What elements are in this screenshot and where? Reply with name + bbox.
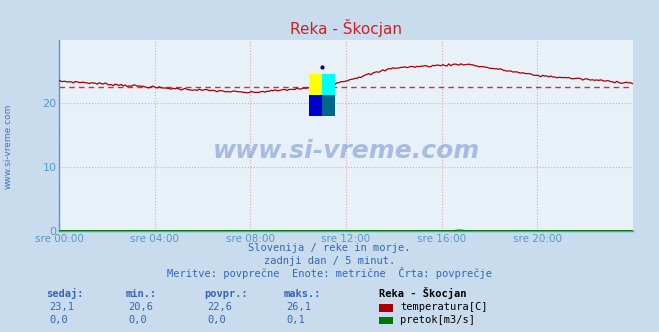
Text: 23,1: 23,1 [49, 302, 74, 312]
Text: 20,6: 20,6 [129, 302, 154, 312]
Text: Meritve: povprečne  Enote: metrične  Črta: povprečje: Meritve: povprečne Enote: metrične Črta:… [167, 267, 492, 279]
Title: Reka - Škocjan: Reka - Škocjan [290, 19, 402, 37]
Bar [322, 95, 335, 116]
Text: temperatura[C]: temperatura[C] [400, 302, 488, 312]
Bar [322, 74, 335, 95]
Text: pretok[m3/s]: pretok[m3/s] [400, 315, 475, 325]
Text: 0,0: 0,0 [49, 315, 68, 325]
Text: povpr.:: povpr.: [204, 289, 248, 299]
Text: sedaj:: sedaj: [46, 288, 84, 299]
Text: min.:: min.: [125, 289, 156, 299]
Text: maks.:: maks.: [283, 289, 321, 299]
Text: www.si-vreme.com: www.si-vreme.com [212, 138, 480, 163]
Bar [308, 74, 322, 95]
Text: 0,0: 0,0 [208, 315, 226, 325]
Bar [308, 95, 322, 116]
Text: 0,0: 0,0 [129, 315, 147, 325]
Text: Slovenija / reke in morje.: Slovenija / reke in morje. [248, 243, 411, 253]
Text: www.si-vreme.com: www.si-vreme.com [4, 103, 13, 189]
Text: 22,6: 22,6 [208, 302, 233, 312]
Text: Reka - Škocjan: Reka - Škocjan [379, 287, 467, 299]
Text: 0,1: 0,1 [287, 315, 305, 325]
Text: zadnji dan / 5 minut.: zadnji dan / 5 minut. [264, 256, 395, 266]
Text: 26,1: 26,1 [287, 302, 312, 312]
